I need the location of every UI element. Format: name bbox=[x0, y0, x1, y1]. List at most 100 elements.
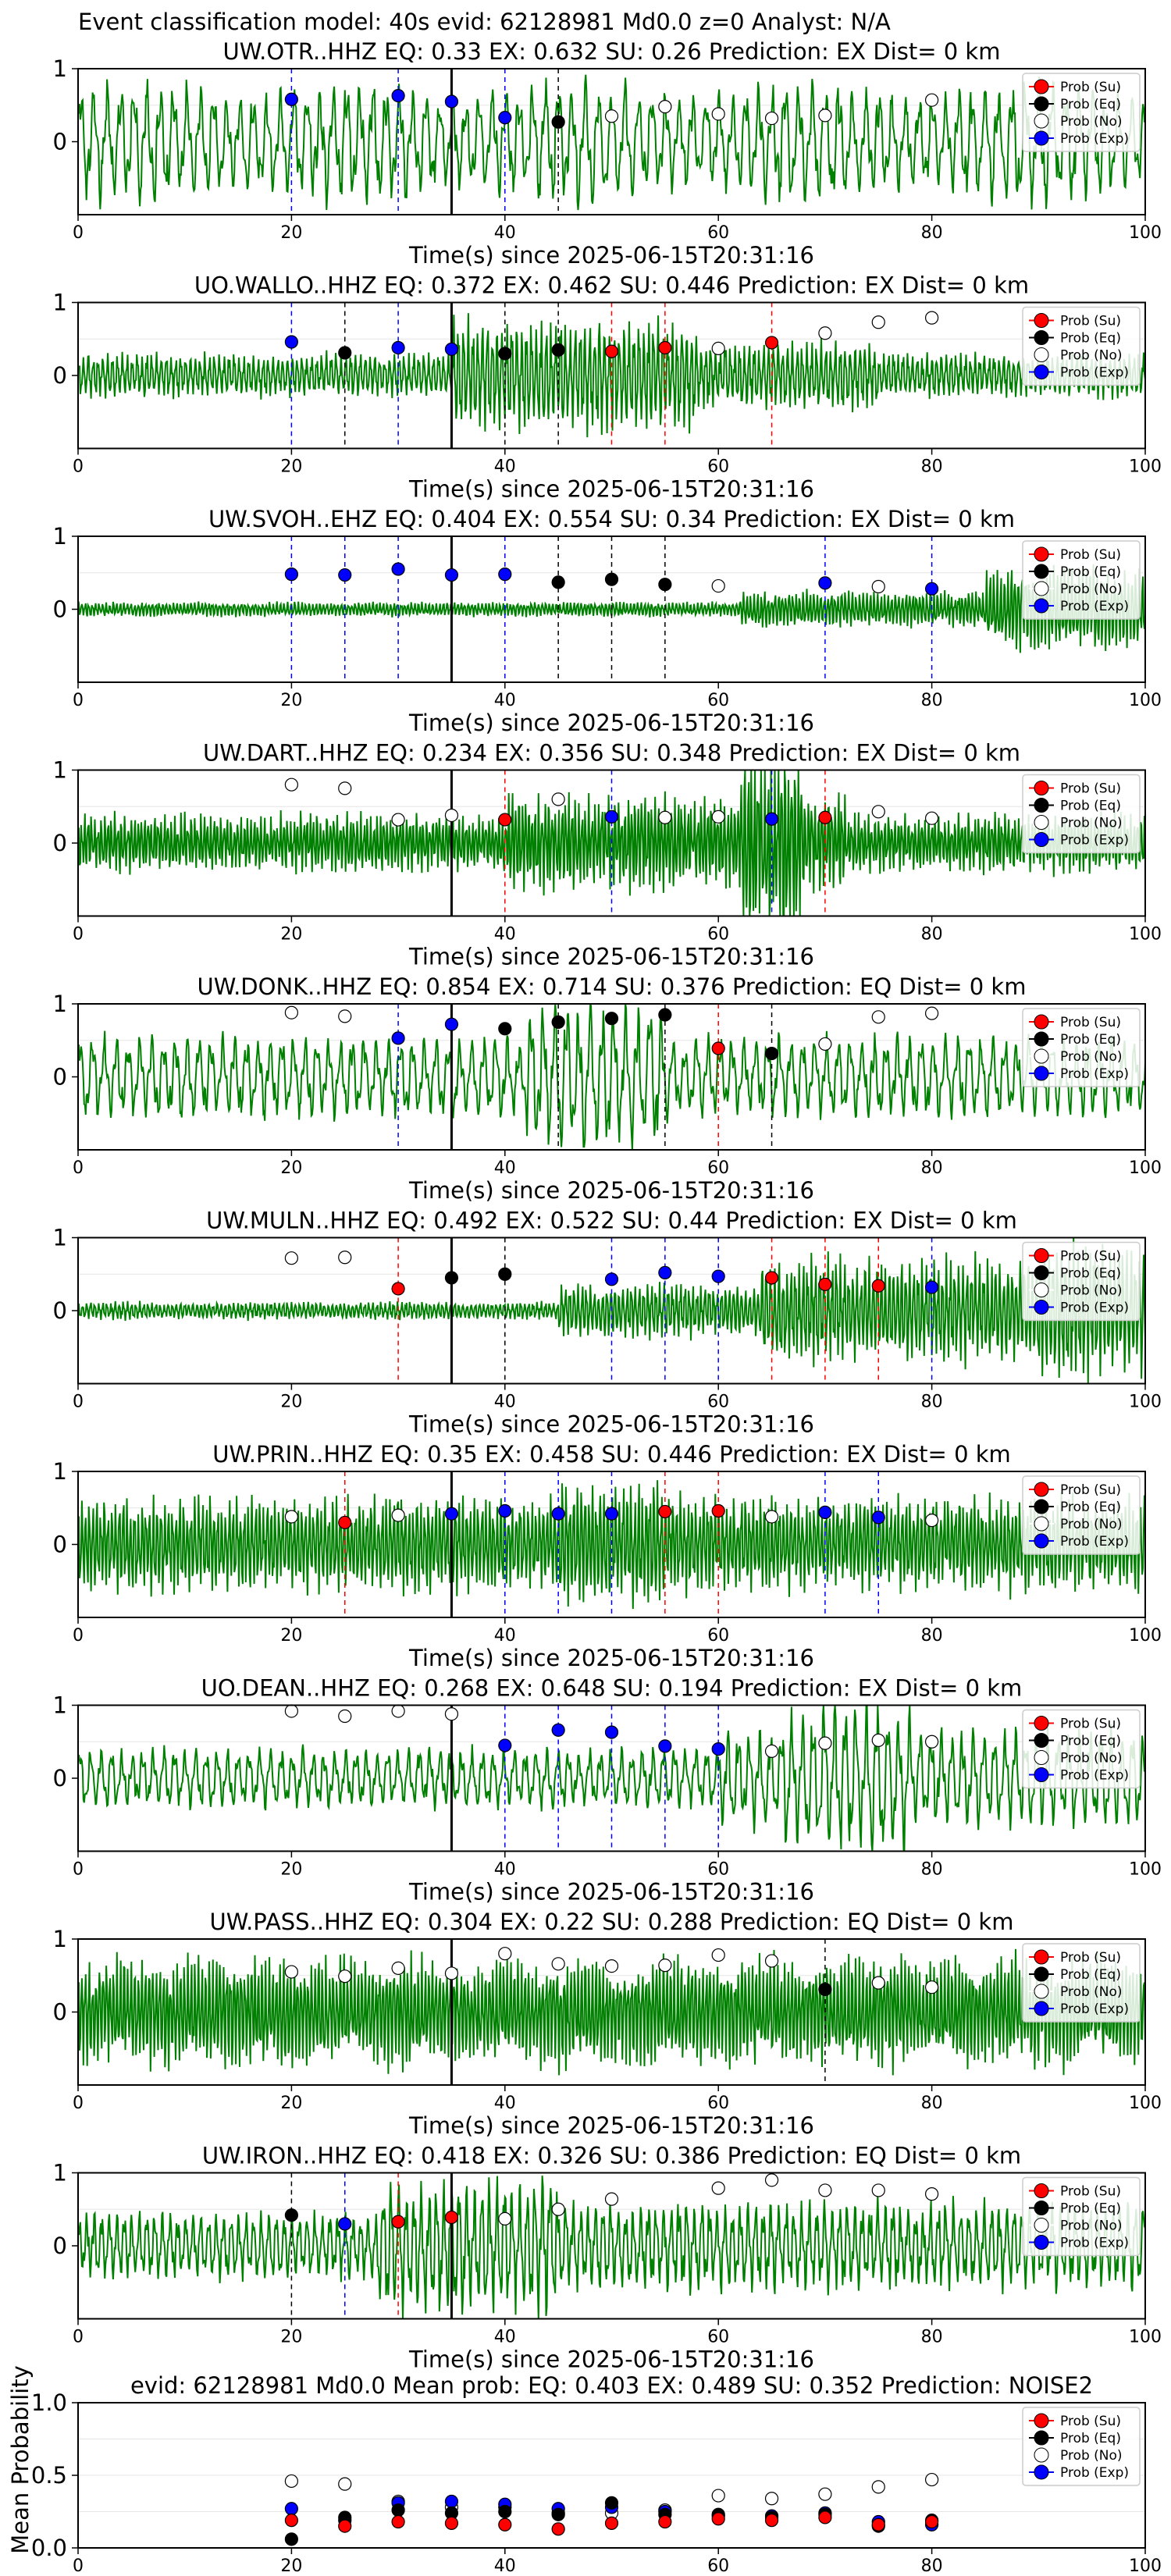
legend-label-eq: Prob (Eq) bbox=[1060, 1967, 1121, 1983]
waveform-trace bbox=[77, 74, 1146, 211]
prob-marker-su bbox=[444, 2210, 459, 2225]
x-tick-label: 100 bbox=[1129, 2094, 1162, 2113]
prob-marker-no bbox=[818, 109, 832, 123]
x-tick-label: 100 bbox=[1129, 1626, 1162, 1646]
prob-marker-su bbox=[604, 344, 619, 358]
prob-marker-no bbox=[711, 341, 725, 356]
legend-label-exp: Prob (Exp) bbox=[1060, 1066, 1129, 1082]
prob-marker-no bbox=[338, 1709, 352, 1724]
x-tick-label: 100 bbox=[1129, 1158, 1162, 1178]
panel-title: UW.DART..HHZ EQ: 0.234 EX: 0.356 SU: 0.3… bbox=[203, 740, 1020, 767]
x-tick-label: 0 bbox=[73, 1393, 84, 1412]
legend-marker-su bbox=[1034, 1949, 1049, 1965]
x-tick-label: 100 bbox=[1129, 2556, 1162, 2576]
legend-marker-su bbox=[1034, 1014, 1049, 1030]
prob-marker-no bbox=[284, 1965, 298, 1979]
prob-marker-su bbox=[391, 1282, 405, 1296]
legend-frame bbox=[1022, 540, 1141, 620]
legend-marker-no bbox=[1034, 1984, 1049, 1999]
legend-marker-no bbox=[1034, 581, 1049, 596]
panel-7: UO.DEAN..HHZ EQ: 0.268 EX: 0.648 SU: 0.1… bbox=[53, 1675, 1162, 1905]
legend-label-eq: Prob (Eq) bbox=[1060, 2431, 1121, 2446]
x-tick-label: 0 bbox=[73, 691, 84, 710]
legend-marker-no bbox=[1034, 2218, 1049, 2233]
legend-label-eq: Prob (Eq) bbox=[1060, 1734, 1121, 1749]
y-tick-label: 1 bbox=[53, 1225, 67, 1251]
prob-marker-no bbox=[924, 1980, 939, 1994]
panel-5: UW.MULN..HHZ EQ: 0.492 EX: 0.522 SU: 0.4… bbox=[53, 1208, 1162, 1438]
prob-marker-no bbox=[818, 2183, 832, 2197]
prob-marker-eq bbox=[498, 1267, 512, 1281]
x-tick-label: 60 bbox=[707, 925, 729, 945]
legend-frame bbox=[1022, 306, 1141, 386]
prob-marker-exp bbox=[871, 1510, 885, 1525]
prob-marker-exp bbox=[924, 582, 939, 596]
legend-marker-exp bbox=[1034, 832, 1049, 847]
x-tick-label: 0 bbox=[73, 1158, 84, 1178]
prob-marker-eq bbox=[604, 572, 619, 586]
legend-marker-su bbox=[1034, 1716, 1049, 1731]
prob-marker-no bbox=[818, 1037, 832, 1051]
prob-marker-eq bbox=[498, 1022, 512, 1036]
legend-frame bbox=[1022, 2176, 1141, 2257]
prob-marker-no bbox=[764, 1954, 779, 1968]
prob-marker-no bbox=[498, 2211, 512, 2226]
x-tick-label: 40 bbox=[494, 691, 516, 710]
mean-marker-su bbox=[551, 2522, 565, 2536]
legend-marker-su bbox=[1034, 2413, 1049, 2428]
prob-marker-no bbox=[658, 1959, 672, 1973]
prob-marker-no bbox=[658, 100, 672, 114]
prob-marker-exp bbox=[284, 92, 298, 106]
prob-marker-eq bbox=[764, 1046, 779, 1061]
panel-title: UW.SVOH..EHZ EQ: 0.404 EX: 0.554 SU: 0.3… bbox=[208, 506, 1015, 532]
prob-marker-no bbox=[711, 2181, 725, 2195]
prob-marker-no bbox=[924, 1514, 939, 1528]
waveform-trace bbox=[77, 1003, 1146, 1151]
prob-marker-no bbox=[444, 1966, 459, 1980]
prob-marker-no bbox=[284, 1005, 298, 1019]
x-axis-label: Time(s) since 2025-06-15T20:31:16 bbox=[408, 1879, 814, 1905]
legend: Prob (Su)Prob (Eq)Prob (No)Prob (Exp) bbox=[1022, 1475, 1141, 1555]
legend-label-su: Prob (Su) bbox=[1060, 1482, 1121, 1498]
prob-marker-exp bbox=[658, 1265, 672, 1279]
x-tick-label: 80 bbox=[921, 691, 943, 710]
legend-label-exp: Prob (Exp) bbox=[1060, 1534, 1129, 1550]
x-tick-label: 100 bbox=[1129, 457, 1162, 477]
legend-marker-no bbox=[1034, 1283, 1049, 1297]
prob-marker-exp bbox=[551, 1723, 565, 1737]
legend-marker-exp bbox=[1034, 365, 1049, 379]
prob-marker-eq bbox=[444, 1271, 459, 1285]
prob-marker-exp bbox=[604, 809, 619, 824]
y-tick-label: 0 bbox=[53, 830, 67, 856]
panel-title: UW.PASS..HHZ EQ: 0.304 EX: 0.22 SU: 0.28… bbox=[210, 1909, 1014, 1935]
mean-marker-su bbox=[764, 2514, 779, 2528]
waveform-trace bbox=[77, 1948, 1146, 2076]
x-tick-label: 80 bbox=[921, 1626, 943, 1646]
legend: Prob (Su)Prob (Eq)Prob (No)Prob (Exp) bbox=[1022, 306, 1141, 386]
mean-marker-no bbox=[711, 2489, 725, 2503]
legend-marker-eq bbox=[1034, 330, 1049, 345]
mean-marker-eq bbox=[551, 2507, 565, 2521]
mean-marker-su bbox=[444, 2516, 459, 2530]
x-tick-label: 0 bbox=[73, 223, 84, 243]
prob-marker-no bbox=[711, 809, 725, 824]
prob-marker-no bbox=[818, 326, 832, 340]
prob-marker-exp bbox=[604, 1272, 619, 1286]
legend-marker-eq bbox=[1034, 2430, 1049, 2446]
panel-8: UW.PASS..HHZ EQ: 0.304 EX: 0.22 SU: 0.28… bbox=[53, 1909, 1162, 2139]
prob-marker-no bbox=[924, 311, 939, 325]
x-tick-label: 80 bbox=[921, 1158, 943, 1178]
x-tick-label: 80 bbox=[921, 925, 943, 945]
prob-marker-no bbox=[391, 1704, 405, 1718]
prob-marker-eq bbox=[604, 1012, 619, 1026]
prob-marker-eq bbox=[338, 346, 352, 360]
legend-marker-su bbox=[1034, 1482, 1049, 1497]
y-tick-label: 0 bbox=[53, 2233, 67, 2259]
panel-9: UW.IRON..HHZ EQ: 0.418 EX: 0.326 SU: 0.3… bbox=[53, 2143, 1162, 2373]
prob-marker-no bbox=[284, 1704, 298, 1718]
legend-frame bbox=[1022, 774, 1141, 854]
prob-marker-exp bbox=[391, 88, 405, 103]
prob-marker-no bbox=[551, 792, 565, 806]
prob-marker-no bbox=[284, 777, 298, 792]
prob-marker-exp bbox=[444, 1507, 459, 1521]
